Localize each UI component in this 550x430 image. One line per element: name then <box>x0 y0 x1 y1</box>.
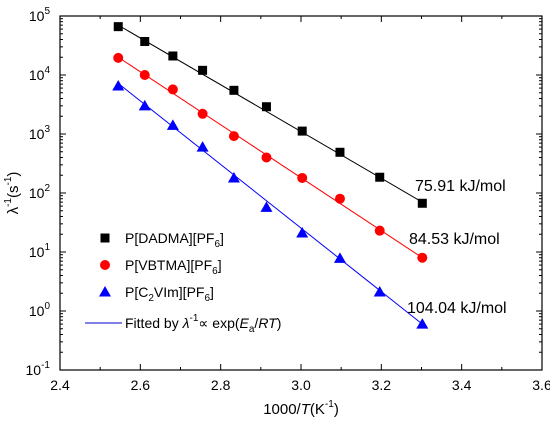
x-tick-label: 2.4 <box>50 377 70 393</box>
annotations: 75.91 kJ/mol 84.53 kJ/mol 104.04 kJ/mol <box>407 178 507 317</box>
data-point-0-8 <box>375 172 385 182</box>
data-point-1-4 <box>228 131 239 142</box>
x-axis-title: 1000/T(K-1) <box>263 399 339 418</box>
y-tick-label: 104 <box>29 65 51 83</box>
data-point-0-2 <box>168 51 178 61</box>
legend-marker-0 <box>100 233 110 243</box>
y-tick-label: 105 <box>29 6 51 24</box>
legend-label-0: P[DADMA][PF6] <box>125 230 224 250</box>
legend-marker-2 <box>99 286 111 297</box>
data-point-1-9 <box>417 252 428 263</box>
y-tick-label: 103 <box>29 124 51 142</box>
y-tick-label: 101 <box>29 242 51 260</box>
data-point-2-5 <box>260 201 273 212</box>
legend-label-2: P[C2VIm][PF6] <box>125 284 214 304</box>
y-axis-title: λ-1(s-1) <box>3 172 22 215</box>
x-tick-label: 2.6 <box>131 377 151 393</box>
data-point-1-1 <box>139 70 150 80</box>
data-point-2-6 <box>296 226 309 238</box>
fit-line-2 <box>117 83 423 325</box>
legend-label-1: P[VBTMA][PF6] <box>125 257 222 277</box>
energy-label-0: 75.91 kJ/mol <box>415 178 506 195</box>
data-point-1-8 <box>374 225 385 236</box>
data-point-0-1 <box>140 36 150 46</box>
data-point-1-3 <box>197 108 208 119</box>
data-point-2-3 <box>196 141 209 152</box>
data-point-2-7 <box>333 252 346 263</box>
data-point-0-5 <box>261 102 271 112</box>
data-point-1-0 <box>113 52 124 63</box>
data-point-1-2 <box>167 84 178 95</box>
x-tick-label: 2.8 <box>211 377 231 393</box>
energy-label-1: 84.53 kJ/mol <box>409 231 500 248</box>
data-point-0-7 <box>335 147 345 157</box>
data-point-0-6 <box>297 126 307 136</box>
data-points <box>112 22 429 329</box>
plot-frame <box>59 15 543 371</box>
data-point-2-8 <box>373 285 386 297</box>
data-point-2-4 <box>227 171 240 183</box>
legend: P[DADMA][PF6] P[VBTMA][PF6] P[C2VIm][PF6] F… <box>85 230 281 335</box>
data-point-2-2 <box>166 119 179 130</box>
axis-titles: 1000/T(K-1) λ-1(s-1) <box>3 172 339 418</box>
data-point-0-0 <box>113 22 123 32</box>
legend-fit-label: Fitted by λ-1∝ exp(Ea/RT) <box>125 313 281 335</box>
data-point-0-4 <box>229 85 239 95</box>
y-tick-label: 100 <box>29 301 51 319</box>
x-tick-label: 3.6 <box>532 377 550 393</box>
data-point-2-9 <box>416 318 429 329</box>
y-tick-label: 10-1 <box>26 360 51 378</box>
data-point-1-7 <box>334 193 345 204</box>
y-tick-label: 102 <box>29 183 51 201</box>
data-point-1-5 <box>261 152 272 163</box>
data-point-0-3 <box>198 65 208 75</box>
data-point-2-1 <box>138 99 151 111</box>
tick-labels: 2.4 2.6 2.8 3.0 3.2 3.4 3.6 10-1 100 101 102 103 104… <box>26 6 550 393</box>
legend-marker-1 <box>100 260 110 270</box>
x-tick-label: 3.2 <box>372 377 392 393</box>
x-tick-label: 3.4 <box>452 377 472 393</box>
x-tick-label: 3.0 <box>291 377 311 393</box>
energy-label-2: 104.04 kJ/mol <box>407 300 507 317</box>
data-point-0-9 <box>417 198 427 208</box>
data-point-2-0 <box>112 80 125 91</box>
data-point-1-6 <box>297 172 308 183</box>
